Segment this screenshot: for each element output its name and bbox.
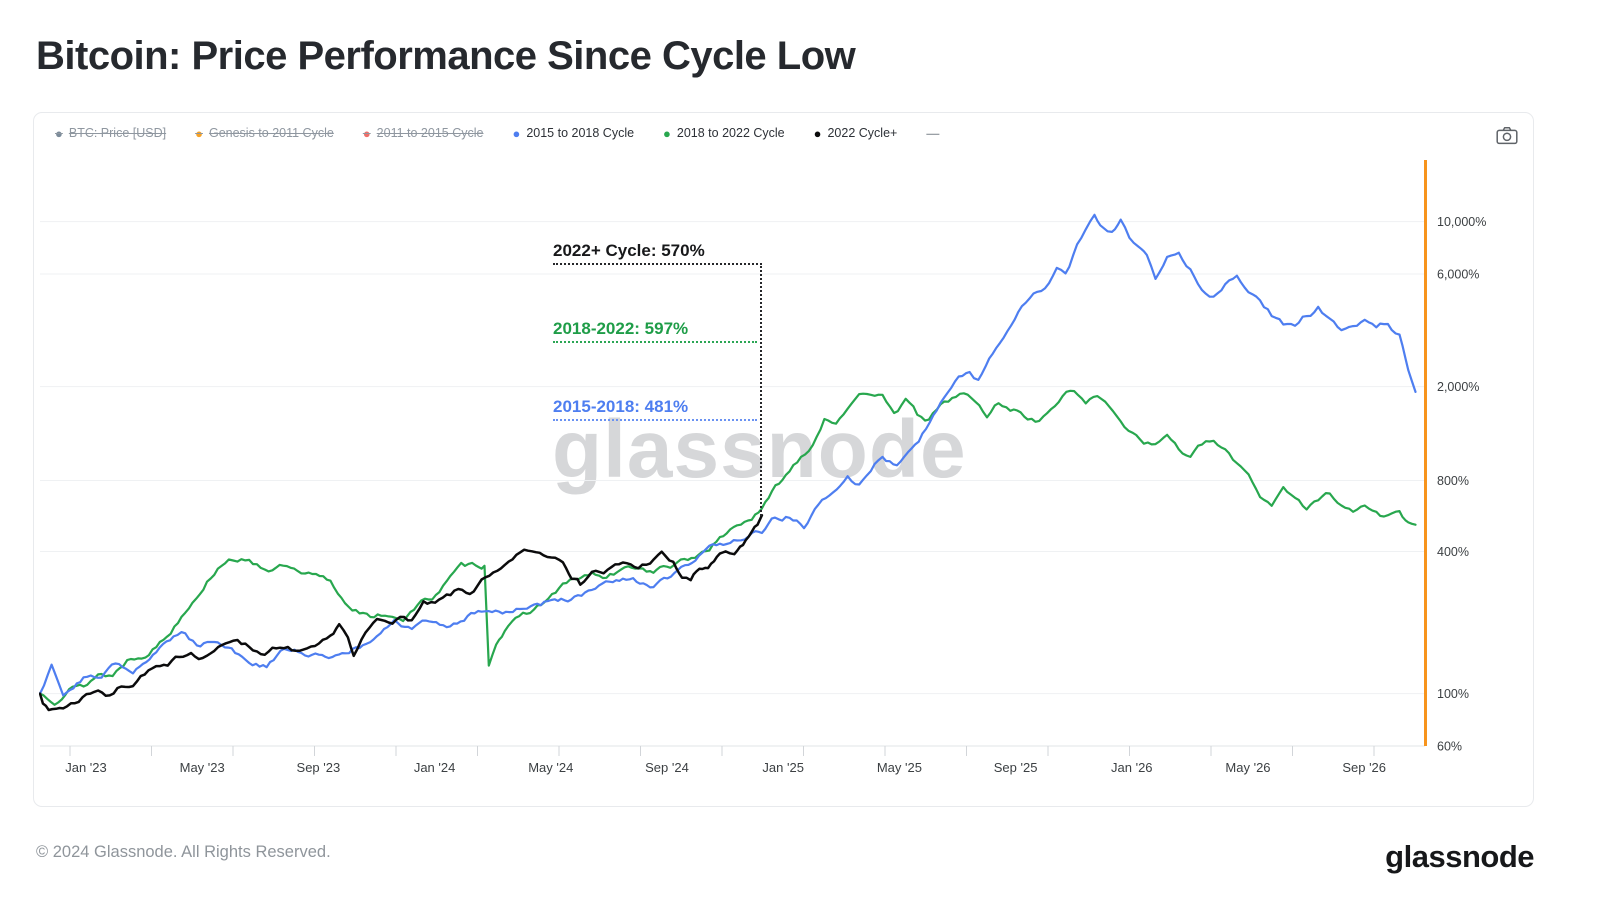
legend-dot-icon: ● bbox=[362, 126, 371, 141]
dash-icon: — bbox=[926, 126, 940, 141]
svg-text:Jan '25: Jan '25 bbox=[762, 760, 804, 775]
svg-text:2,000%: 2,000% bbox=[1437, 380, 1479, 394]
gridlines bbox=[40, 221, 1425, 747]
svg-text:10,000%: 10,000% bbox=[1437, 215, 1486, 229]
svg-text:Sep '24: Sep '24 bbox=[645, 760, 689, 775]
legend-dot-icon: ● bbox=[512, 126, 521, 141]
legend-item[interactable]: ● 2018 to 2022 Cycle bbox=[663, 126, 785, 141]
copyright-text: © 2024 Glassnode. All Rights Reserved. bbox=[36, 843, 331, 861]
legend-item-label: BTC: Price [USD] bbox=[68, 126, 167, 140]
legend: ● BTC: Price [USD] ● Genesis to 2011 Cycle ●… bbox=[55, 126, 939, 141]
legend-item[interactable]: ● Genesis to 2011 Cycle bbox=[195, 126, 334, 141]
annotation-2018-2022: 2018-2022: 597% bbox=[553, 319, 689, 338]
series-line bbox=[39, 389, 1417, 706]
legend-item[interactable]: ● 2022 Cycle+ bbox=[814, 126, 898, 141]
svg-text:Jan '23: Jan '23 bbox=[65, 760, 107, 775]
svg-text:60%: 60% bbox=[1437, 740, 1462, 754]
annotation-2022-leader-line bbox=[553, 263, 762, 265]
page-title: Bitcoin: Price Performance Since Cycle L… bbox=[36, 34, 856, 78]
legend-item-label: 2022 Cycle+ bbox=[827, 126, 898, 140]
svg-text:Sep '23: Sep '23 bbox=[297, 760, 341, 775]
legend-item-label: 2011 to 2015 Cycle bbox=[376, 126, 484, 140]
annotation-2015-2018: 2015-2018: 481% bbox=[553, 397, 689, 416]
x-axis-ticks bbox=[69, 746, 1375, 756]
svg-text:May '23: May '23 bbox=[180, 760, 225, 775]
svg-text:400%: 400% bbox=[1437, 545, 1469, 559]
y-axis-orange-line bbox=[1424, 160, 1427, 746]
legend-dash-item[interactable]: — bbox=[926, 126, 939, 141]
svg-text:May '26: May '26 bbox=[1225, 760, 1270, 775]
x-axis-labels: Jan '23 May '23 Sep '23 Jan '24 May '24 Sep '… bbox=[65, 760, 1386, 775]
svg-text:May '24: May '24 bbox=[528, 760, 573, 775]
series-lines bbox=[39, 213, 1417, 712]
legend-dot-icon: ● bbox=[195, 126, 203, 141]
camera-icon bbox=[1496, 127, 1518, 145]
legend-dot-icon: ● bbox=[55, 126, 63, 141]
annotation-2022-cycle: 2022+ Cycle: 570% bbox=[553, 241, 705, 260]
series-line bbox=[39, 213, 1417, 697]
legend-item-label: Genesis to 2011 Cycle bbox=[208, 126, 334, 140]
legend-item-label: 2015 to 2018 Cycle bbox=[526, 126, 635, 140]
annotation-2015-2018-leader-line bbox=[553, 419, 757, 421]
svg-text:800%: 800% bbox=[1437, 474, 1469, 488]
svg-text:Sep '26: Sep '26 bbox=[1342, 760, 1386, 775]
legend-item[interactable]: ● BTC: Price [USD] bbox=[55, 126, 166, 141]
svg-text:Sep '25: Sep '25 bbox=[994, 760, 1038, 775]
chart-card bbox=[33, 112, 1534, 807]
legend-dot-icon: ● bbox=[813, 126, 822, 141]
annotation-2018-2022-leader-line bbox=[553, 341, 757, 343]
y-axis-labels: 10,000% 6,000% 2,000% 800% 400% 100% 60% bbox=[1437, 215, 1486, 753]
annotation-vertical-marker-line bbox=[760, 263, 762, 516]
svg-text:May '25: May '25 bbox=[877, 760, 922, 775]
legend-dot-icon: ● bbox=[663, 126, 671, 141]
screenshot-button[interactable] bbox=[1494, 126, 1520, 148]
svg-text:6,000%: 6,000% bbox=[1437, 268, 1479, 282]
legend-item-label: 2018 to 2022 Cycle bbox=[676, 126, 785, 140]
legend-item[interactable]: ● 2011 to 2015 Cycle bbox=[363, 126, 484, 141]
legend-item[interactable]: ● 2015 to 2018 Cycle bbox=[512, 126, 634, 141]
glassnode-logo: glassnode bbox=[1385, 839, 1534, 874]
svg-text:Jan '26: Jan '26 bbox=[1111, 760, 1153, 775]
series-line bbox=[39, 514, 764, 712]
svg-text:Jan '24: Jan '24 bbox=[414, 760, 456, 775]
svg-text:100%: 100% bbox=[1437, 687, 1469, 701]
